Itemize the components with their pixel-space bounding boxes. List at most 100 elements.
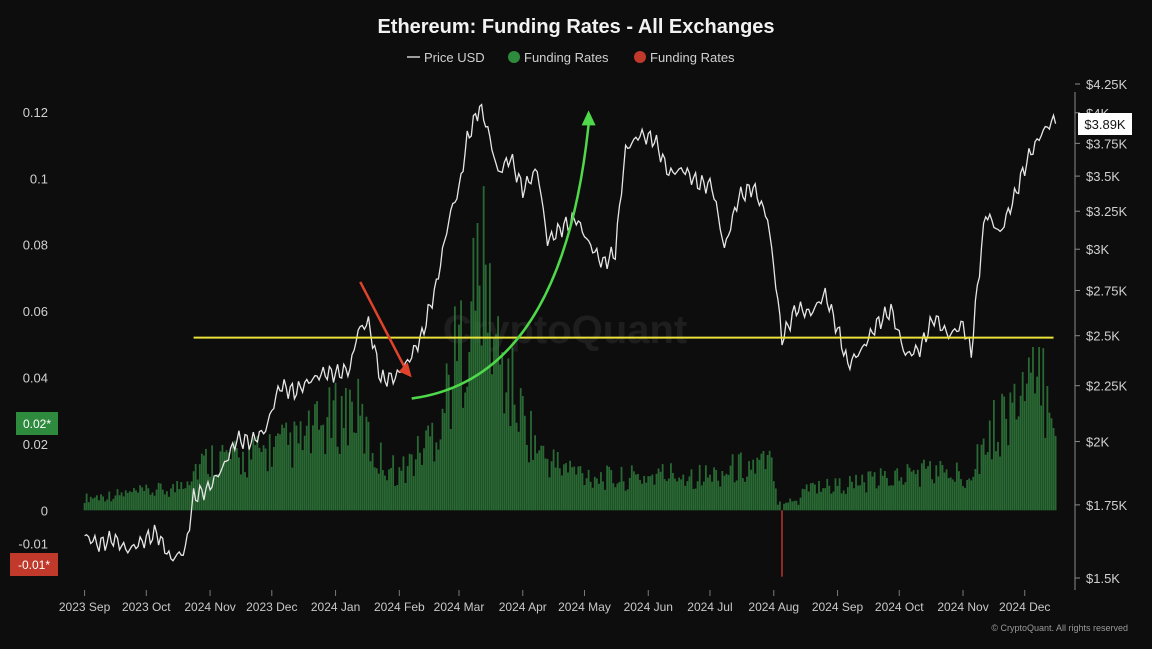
funding-bar [723,475,726,511]
funding-bar [83,503,86,511]
funding-bar [813,484,816,511]
funding-bar [396,484,399,511]
funding-bar [768,450,771,511]
funding-bar [577,466,580,511]
funding-bar [513,404,516,511]
funding-bar [528,462,530,511]
funding-bar [744,481,746,511]
funding-bar [807,491,810,511]
funding-bar [217,473,220,511]
funding-bar [248,447,251,511]
y-left-tick-label: 0.06 [23,304,48,319]
x-ticks: 2023 Sep 2023 Oct 2024 Nov 2023 Dec 2024 Jan… [59,590,1050,614]
y-right-tick-label: $3.75K [1086,136,1128,151]
funding-bar [252,437,255,511]
funding-bar [89,496,92,511]
x-tick-label: 2023 Sep [59,600,111,614]
funding-bar [947,478,950,511]
funding-bar [573,466,576,511]
funding-bar [733,482,736,511]
funding-bar [797,504,800,511]
x-tick-label: 2024 Apr [499,600,547,614]
funding-bar [567,472,569,511]
funding-bar [517,431,520,511]
funding-bar [1050,418,1053,511]
funding-bar [1025,383,1028,511]
funding-bar [717,480,720,511]
funding-bar [221,444,224,511]
funding-bar [951,479,954,511]
funding-bar [1021,371,1024,511]
negative-funding-value: -0.01* [18,558,50,572]
funding-bar [731,454,734,511]
funding-bar [554,467,557,511]
funding-bar [427,425,430,511]
funding-bar [886,477,888,511]
funding-bar [791,501,794,511]
x-tick-label: 2024 Dec [999,600,1050,614]
funding-bar [365,416,368,511]
funding-bar [918,486,921,511]
funding-bar [906,464,909,511]
funding-bar [861,474,864,511]
funding-bar [593,476,596,511]
funding-bar [1054,435,1057,511]
funding-bar [229,459,232,511]
red-arrow-head-icon [398,362,412,378]
funding-bar [764,469,767,511]
funding-bar [178,489,181,511]
funding-bar [1019,395,1022,511]
funding-bar [544,458,547,511]
funding-bar [552,449,555,511]
y-left-tick-label: 0.1 [30,171,48,186]
legend-funding-negative-label[interactable]: Funding Rates [650,50,735,65]
funding-bar [612,483,615,511]
funding-bar [482,186,485,511]
funding-bar [974,468,977,511]
funding-bar [760,453,763,511]
funding-bar [857,485,860,511]
funding-bar [888,485,890,511]
funding-bar [460,300,462,511]
legend-funding-positive-label[interactable]: Funding Rates [524,50,609,65]
chart-title: Ethereum: Funding Rates - All Exchanges [377,16,774,38]
funding-bar [468,352,471,511]
funding-bar [486,332,489,511]
funding-bar [851,481,853,511]
funding-bar [941,464,944,511]
legend-price-label[interactable]: Price USD [424,50,485,65]
funding-bar [184,488,187,511]
funding-bar [978,473,981,511]
funding-bar [464,392,467,511]
funding-bar [373,467,376,511]
funding-bar [968,478,971,511]
funding-bar [437,449,440,511]
funding-bar [266,471,269,511]
funding-bar [291,467,294,511]
x-tick-label: 2024 May [558,600,611,614]
funding-bar [347,445,349,511]
funding-bar [772,481,775,511]
funding-bar [332,400,335,511]
funding-bar [322,424,325,511]
funding-bar [532,459,534,511]
funding-bar [1003,396,1006,511]
funding-bar [585,478,588,511]
funding-bar [497,316,499,511]
funding-bar [686,481,689,511]
funding-bar [270,466,273,511]
funding-bar [357,378,360,511]
funding-bar [237,457,240,511]
funding-bar [172,484,174,511]
x-tick-label: 2024 Sep [812,600,864,614]
current-price-badge [1078,113,1132,135]
funding-bar [525,444,528,511]
funding-bar [758,459,761,511]
x-tick-label: 2023 Oct [122,600,171,614]
funding-bar [1011,402,1014,511]
funding-bar [818,480,820,511]
funding-bar [873,472,876,511]
funding-bar [787,502,790,511]
funding-bar [542,445,545,511]
y-right-ticks: $4.25K$4K$3.75K$3.5K$3.25K$3K$2.75K$2.5K… [1075,77,1128,586]
